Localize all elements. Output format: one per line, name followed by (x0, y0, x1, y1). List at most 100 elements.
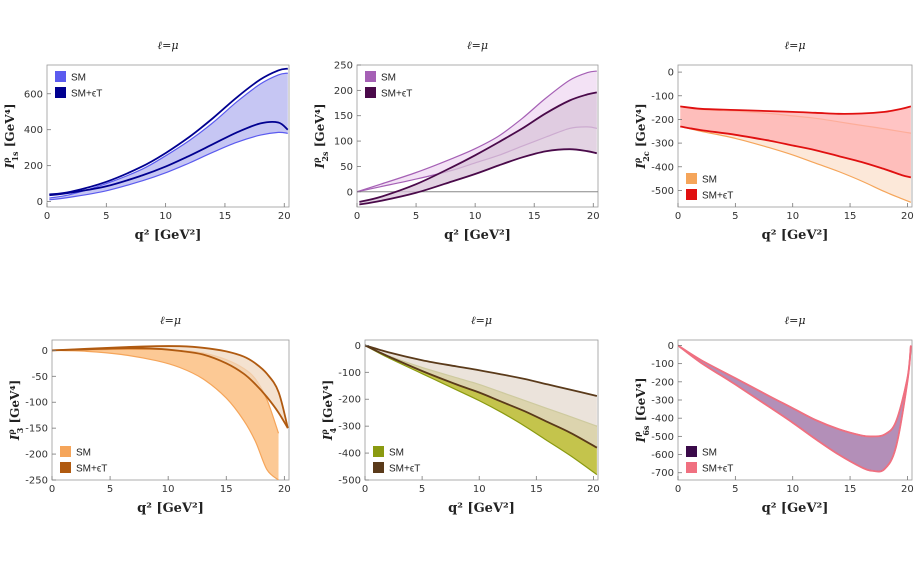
legend: SM SM+ϵT (373, 446, 420, 475)
y-tick-label: -500 (651, 432, 674, 443)
x-tick-label: 15 (528, 211, 541, 222)
legend-label: SM (389, 448, 404, 459)
band-sm-lower-line (52, 349, 279, 480)
chart-title: ℓ=μ (785, 39, 806, 52)
legend-label: SM+ϵT (389, 464, 420, 475)
legend-label: SM (381, 73, 396, 84)
band-sm-et-lower-line (49, 121, 289, 197)
chart-title: ℓ=μ (158, 39, 179, 52)
x-tick-label: 20 (278, 211, 291, 222)
y-tick-label: 0 (42, 346, 48, 357)
x-tick-label: 15 (530, 484, 543, 495)
chart-title: ℓ=μ (785, 314, 806, 327)
legend: SM SM+ϵT (365, 71, 412, 100)
y-tick-label: -300 (651, 139, 674, 150)
plot-frame (364, 339, 599, 481)
legend: SM SM+ϵT (60, 446, 107, 475)
y-tick-label: 0 (355, 341, 361, 352)
legend: SM SM+ϵT (55, 71, 102, 100)
chart-panel-5: 0 5 10 15 20 0 -100 -200 -300 -400 -500 ℓ=μ q² [GeV²… (319, 314, 600, 516)
y-tick-label: -200 (651, 115, 674, 126)
y-tick-label: 0 (347, 187, 353, 198)
x-tick-label: 0 (354, 211, 360, 222)
legend-swatch (373, 462, 384, 473)
legend-label: SM+ϵT (71, 89, 102, 100)
band-sm-et-upper-line (359, 91, 597, 203)
legend-label: SM (76, 448, 91, 459)
y-tick-label: 600 (24, 89, 43, 100)
y-tick-label: 200 (334, 86, 353, 97)
legend-label: SM (71, 73, 86, 84)
band-sm-lower-line (680, 125, 912, 203)
legend-swatch (686, 189, 697, 200)
legend-swatch (365, 87, 376, 98)
x-tick-label: 15 (844, 211, 857, 222)
band-sm-et-lower-line (365, 344, 598, 449)
x-tick-label: 5 (732, 211, 738, 222)
legend-label: SM+ϵT (76, 464, 107, 475)
chart-title: ℓ=μ (160, 314, 181, 327)
y-tick-label: -500 (338, 476, 361, 487)
y-axis-label: Iρ6s [GeV⁴] (632, 377, 651, 443)
y-tick-label: 400 (24, 125, 43, 136)
y-tick-label: -400 (338, 449, 361, 460)
x-tick-label: 20 (587, 484, 600, 495)
y-tick-label: -150 (25, 424, 48, 435)
y-tick-label: 150 (334, 111, 353, 122)
x-axis-label: q² [GeV²] (137, 501, 204, 516)
y-tick-label: -100 (338, 368, 361, 379)
y-tick-label: -300 (338, 422, 361, 433)
plot-frame (677, 64, 913, 208)
plot-area (680, 105, 912, 203)
x-tick-label: 5 (107, 484, 113, 495)
y-tick-label: -300 (651, 396, 674, 407)
band-sm-lower-line (365, 344, 598, 476)
x-tick-label: 10 (786, 484, 799, 495)
plot-area (52, 345, 289, 480)
chart-panel-6: 0 5 10 15 20 0 -100 -200 -300 -400 -500 -600 -700 ℓ=μ… (632, 314, 914, 516)
band-sm-et-upper-line (365, 344, 598, 397)
chart-panel-3: 0 5 10 15 20 0 -100 -200 -300 -400 -500 ℓ=μ q² [GeV²… (632, 39, 914, 243)
y-tick-label: -100 (651, 359, 674, 370)
x-tick-label: 20 (901, 484, 914, 495)
x-axis-label: q² [GeV²] (135, 228, 202, 243)
x-tick-label: 5 (103, 211, 109, 222)
y-tick-label: -200 (338, 395, 361, 406)
x-axis-label: q² [GeV²] (444, 228, 511, 243)
x-tick-label: 15 (219, 211, 232, 222)
band-sm-lower-line (49, 131, 288, 201)
legend-label: SM (702, 175, 717, 186)
y-tick-label: 200 (24, 161, 43, 172)
band-sm-fill (52, 349, 279, 480)
x-axis-label: q² [GeV²] (448, 501, 515, 516)
chart-panel-4: 0 5 10 15 20 0 -50 -100 -150 -200 -250 ℓ=μ q² [GeV²]… (6, 314, 291, 516)
x-tick-label: 10 (473, 484, 486, 495)
x-tick-label: 0 (362, 484, 368, 495)
x-axis-label: q² [GeV²] (762, 501, 829, 516)
plot-frame (356, 64, 599, 208)
legend: SM SM+ϵT (686, 446, 733, 475)
y-tick-label: 0 (668, 68, 674, 79)
band-sm-et-lower-line (678, 344, 912, 473)
x-tick-label: 20 (901, 211, 914, 222)
chart-title: ℓ=μ (467, 39, 488, 52)
band-sm-upper-line (49, 72, 288, 199)
legend-swatch (365, 71, 376, 82)
y-tick-label: -500 (651, 186, 674, 197)
legend-label: SM (702, 448, 717, 459)
y-tick-label: -200 (651, 377, 674, 388)
legend-label: SM+ϵT (381, 89, 412, 100)
legend-label: SM+ϵT (702, 464, 733, 475)
legend-swatch (686, 173, 697, 184)
x-tick-label: 10 (159, 211, 172, 222)
y-axis-label: Iρ2s [GeV⁴] (311, 103, 330, 169)
legend-swatch (60, 446, 71, 457)
x-tick-label: 15 (844, 484, 857, 495)
x-tick-label: 0 (675, 484, 681, 495)
y-tick-label: -700 (651, 468, 674, 479)
chart-title: ℓ=μ (471, 314, 492, 327)
band-sm-et-fill (359, 92, 597, 205)
legend-swatch (60, 462, 71, 473)
